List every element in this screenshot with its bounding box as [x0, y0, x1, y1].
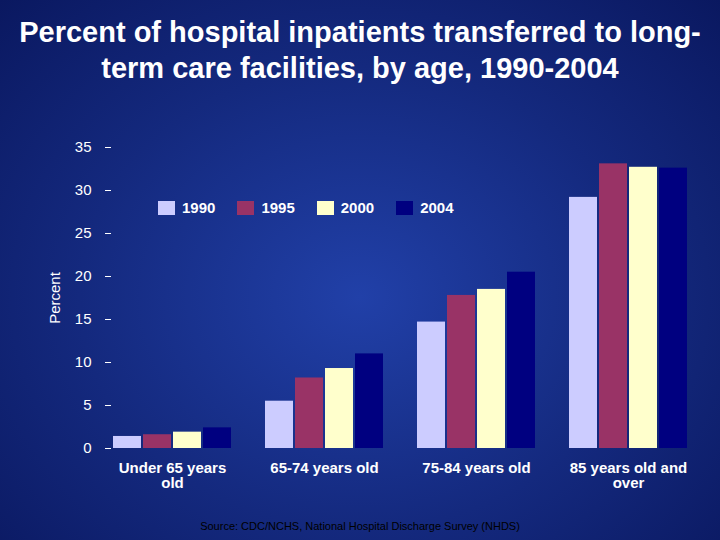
svg-text:20: 20 — [75, 267, 92, 284]
html-text:2000: 2000 — [340, 199, 375, 216]
svg-text:30: 30 — [75, 181, 92, 198]
svg-text:65-74 years old: 65-74 years old — [270, 459, 378, 476]
svg-text:75-84 years old: 75-84 years old — [422, 459, 530, 476]
html-text:2004: 2004 — [420, 199, 454, 216]
svg-text:10: 10 — [75, 353, 92, 370]
html-text:Source: CDC/NCHS, National Hos: Source: CDC/NCHS, National Hospital Disc… — [200, 520, 520, 532]
svg-text:Percent: Percent — [46, 271, 63, 324]
svg-text:35: 35 — [75, 138, 92, 155]
svg-text:15: 15 — [75, 310, 92, 327]
html-text:1995: 1995 — [261, 199, 295, 216]
svg-text:85 years old andover: 85 years old andover — [570, 459, 688, 491]
svg-text:25: 25 — [75, 224, 92, 241]
svg-text:Under 65 yearsold: Under 65 yearsold — [119, 459, 227, 491]
svg-text:0: 0 — [83, 439, 91, 456]
svg-text:5: 5 — [83, 396, 91, 413]
html-text:Percent of hospital inpatients: Percent of hospital inpatients transferr… — [19, 16, 701, 84]
html-text:1990: 1990 — [182, 199, 216, 216]
